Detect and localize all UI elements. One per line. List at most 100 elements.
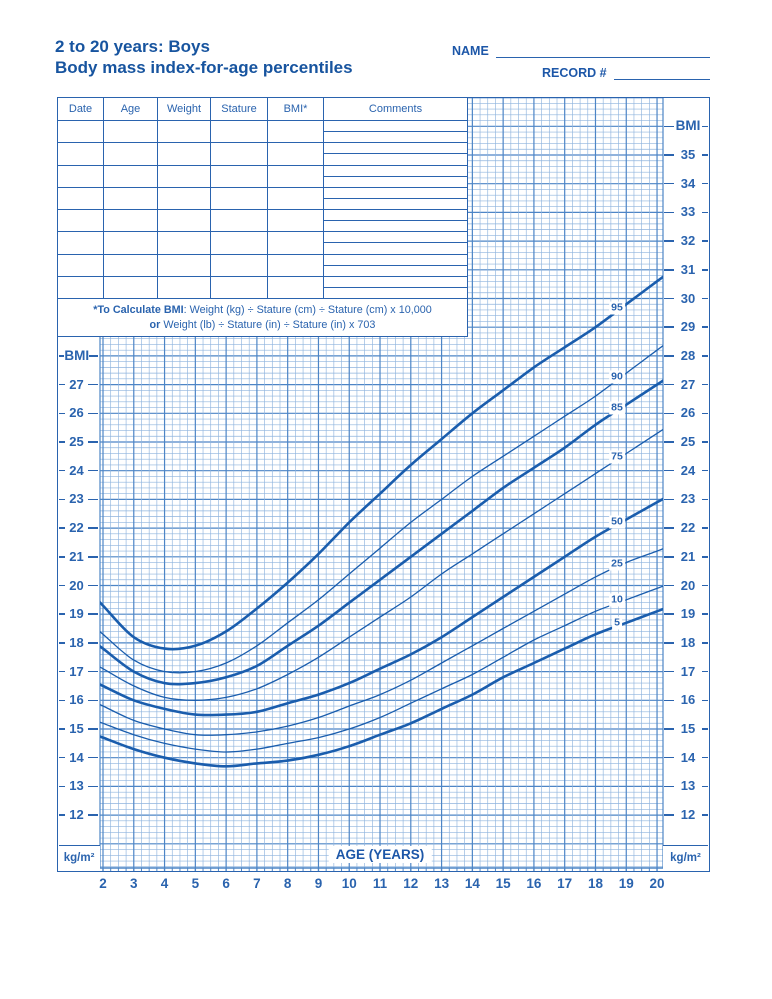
axis-tick-dash <box>664 642 674 644</box>
table-blank-cell[interactable] <box>211 232 267 255</box>
table-blank-cell[interactable] <box>324 188 467 199</box>
table-blank-cell[interactable] <box>268 143 323 166</box>
table-blank-cell[interactable] <box>158 210 210 233</box>
table-blank-cell[interactable] <box>58 166 103 188</box>
table-blank-cell[interactable] <box>211 121 267 144</box>
age-tick-7: 7 <box>253 876 261 891</box>
table-blank-cell[interactable] <box>58 143 103 166</box>
table-blank-cell[interactable] <box>58 121 103 144</box>
table-blank-cell[interactable] <box>324 288 467 299</box>
table-blank-cell[interactable] <box>324 154 467 166</box>
table-blank-cell[interactable] <box>58 255 103 277</box>
axis-tick-dash <box>88 785 98 788</box>
table-header-cell: Comments <box>324 98 467 121</box>
axis-tick-dash <box>702 154 708 156</box>
table-blank-cell[interactable] <box>158 188 210 210</box>
table-column-bmi: BMI* <box>268 98 324 299</box>
axis-tick-dash <box>702 613 708 615</box>
table-blank-cell[interactable] <box>104 143 157 166</box>
table-blank-cell[interactable] <box>211 143 267 166</box>
axis-tick-dash <box>59 469 65 472</box>
right-axis-tick-24: 24 <box>680 462 696 478</box>
table-blank-cell[interactable] <box>104 232 157 255</box>
table-blank-cell[interactable] <box>58 210 103 233</box>
table-blank-cell[interactable] <box>104 121 157 144</box>
table-blank-cell[interactable] <box>268 121 323 144</box>
axis-tick-dash <box>702 785 708 788</box>
table-blank-cell[interactable] <box>104 277 157 299</box>
right-axis-tick-27-row: 27 <box>664 376 708 394</box>
table-blank-cell[interactable] <box>211 188 267 210</box>
right-axis-tick-25-row: 25 <box>664 433 708 451</box>
left-axis-tick-18-row: 18 <box>59 634 98 652</box>
age-tick-20: 20 <box>649 876 665 891</box>
axis-tick-dash <box>59 441 65 443</box>
axis-tick-dash <box>88 670 98 673</box>
table-blank-cell[interactable] <box>324 199 467 210</box>
table-blank-cell[interactable] <box>104 166 157 188</box>
age-tick-10: 10 <box>341 876 357 891</box>
table-blank-cell[interactable] <box>158 121 210 144</box>
axis-tick-dash <box>664 154 674 156</box>
table-blank-cell[interactable] <box>211 166 267 188</box>
right-axis-tick-33-row: 33 <box>664 203 708 221</box>
left-axis-tick-21: 21 <box>69 548 84 564</box>
table-blank-cell[interactable] <box>158 166 210 188</box>
table-blank-cell[interactable] <box>211 277 267 299</box>
table-blank-cell[interactable] <box>268 166 323 188</box>
table-blank-cell[interactable] <box>211 255 267 277</box>
table-blank-cell[interactable] <box>58 188 103 210</box>
axis-tick-dash <box>88 469 98 472</box>
right-axis-tick-27: 27 <box>680 376 696 392</box>
table-blank-cell[interactable] <box>324 277 467 288</box>
table-blank-cell[interactable] <box>158 255 210 277</box>
table-blank-cell[interactable] <box>324 143 467 155</box>
axis-tick-dash <box>88 383 98 386</box>
percentile-curve-85 <box>100 379 663 686</box>
table-blank-cell[interactable] <box>158 232 210 255</box>
table-blank-cell[interactable] <box>104 188 157 210</box>
table-header-cell: Date <box>58 98 103 121</box>
right-axis-tick-20: 20 <box>680 577 696 593</box>
table-blank-cell[interactable] <box>324 255 467 266</box>
table-blank-cell[interactable] <box>58 232 103 255</box>
right-axis-tick-30-row: 30 <box>664 290 708 308</box>
table-blank-cell[interactable] <box>211 210 267 233</box>
right-axis-tick-23-row: 23 <box>664 490 708 508</box>
right-axis-tick-28: 28 <box>680 347 696 363</box>
table-blank-cell[interactable] <box>324 221 467 233</box>
left-axis-tick-24: 24 <box>69 462 84 478</box>
table-blank-cell[interactable] <box>268 188 323 210</box>
percentile-curve-10 <box>100 585 663 753</box>
chart-panel: Date Age Weight Stature BMI* Comments *To Cal… <box>57 97 710 872</box>
right-axis-tick-22: 22 <box>680 520 696 536</box>
table-blank-cell[interactable] <box>58 277 103 299</box>
table-blank-cell[interactable] <box>324 243 467 255</box>
table-blank-cell[interactable] <box>324 210 467 222</box>
axis-tick-dash <box>702 125 708 128</box>
table-blank-cell[interactable] <box>324 166 467 177</box>
record-number-label: RECORD # <box>542 66 607 80</box>
table-blank-cell[interactable] <box>268 232 323 255</box>
age-tick-3: 3 <box>130 876 138 891</box>
axis-tick-dash <box>702 441 708 443</box>
table-blank-cell[interactable] <box>324 121 467 133</box>
name-input-line[interactable] <box>495 44 710 58</box>
record-number-input-line[interactable] <box>613 66 710 80</box>
table-blank-cell[interactable] <box>104 255 157 277</box>
table-blank-cell[interactable] <box>268 210 323 233</box>
axis-tick-dash <box>664 125 674 128</box>
table-blank-cell[interactable] <box>324 266 467 277</box>
table-blank-cell[interactable] <box>324 232 467 244</box>
table-column-age: Age <box>104 98 158 299</box>
axis-tick-dash <box>702 182 708 185</box>
table-blank-cell[interactable] <box>268 255 323 277</box>
table-blank-cell[interactable] <box>104 210 157 233</box>
table-blank-cell[interactable] <box>324 177 467 188</box>
table-blank-cell[interactable] <box>158 277 210 299</box>
age-tick-16: 16 <box>526 876 542 891</box>
table-blank-cell[interactable] <box>158 143 210 166</box>
table-blank-cell[interactable] <box>324 132 467 144</box>
table-blank-cell[interactable] <box>268 277 323 299</box>
axis-tick-dash <box>664 383 674 386</box>
